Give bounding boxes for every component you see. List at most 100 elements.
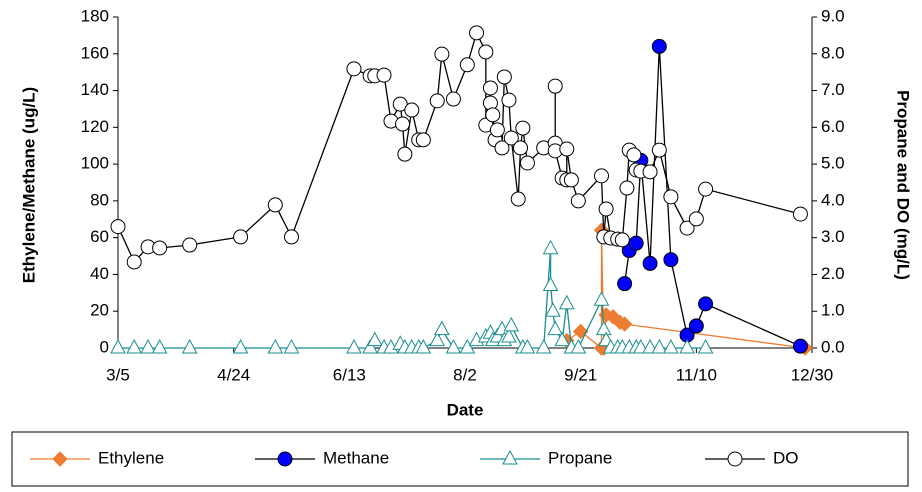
y-tick-label: 40 (90, 264, 109, 283)
data-point (469, 25, 485, 41)
data-point (593, 291, 610, 306)
data-point (494, 140, 510, 156)
y2-tick-label: 1.0 (821, 301, 845, 320)
data-point (459, 338, 476, 354)
data-point (698, 296, 714, 312)
data-point (346, 338, 362, 354)
y-tick-label: 180 (81, 6, 109, 25)
data-point (459, 57, 475, 73)
legend-label: Methane (323, 448, 389, 467)
data-point (501, 92, 517, 108)
y-tick-label: 120 (81, 117, 109, 136)
legend-label: DO (773, 448, 799, 467)
data-point (559, 141, 575, 157)
data-point (554, 331, 570, 347)
data-point (232, 338, 249, 354)
data-point (542, 239, 559, 255)
data-point (152, 240, 168, 256)
data-point (698, 181, 714, 197)
data-point (663, 338, 679, 354)
x-tick-label: 9/21 (564, 365, 597, 384)
y2-axis-title: Propane and DO (mg/L) (894, 90, 913, 280)
data-point (651, 338, 668, 354)
data-point (542, 276, 559, 291)
y-tick-label: 160 (81, 43, 109, 62)
data-point (126, 254, 142, 270)
x-axis-title: Date (447, 400, 484, 419)
data-point (628, 235, 644, 251)
y-tick-label: 0 (100, 337, 109, 356)
data-point (572, 323, 589, 340)
legend-label: Ethylene (98, 448, 164, 467)
data-point (415, 132, 431, 148)
data-point (395, 116, 411, 132)
data-point (642, 255, 658, 271)
data-point (688, 211, 704, 227)
x-tick-label: 6/13 (333, 365, 366, 384)
data-point (501, 327, 517, 343)
data-point (267, 338, 284, 354)
data-point (126, 338, 143, 354)
legend-box (11, 431, 909, 487)
data-point (445, 338, 462, 354)
x-tick-label: 11/10 (676, 365, 717, 384)
legend-marker (277, 451, 293, 467)
data-point (663, 252, 679, 268)
data-point (545, 302, 561, 317)
y-tick-label: 80 (90, 190, 109, 209)
data-point (283, 338, 300, 354)
y-axis-title: Ethylene/Methane (ug/L) (19, 87, 38, 283)
data-point (503, 316, 520, 332)
x-tick-label: 8/2 (453, 365, 477, 384)
y2-tick-label: 4.0 (821, 190, 845, 209)
data-point (434, 46, 450, 62)
data-point (482, 80, 498, 96)
x-tick-label: 4/24 (217, 365, 250, 384)
y2-tick-label: 3.0 (821, 227, 845, 246)
data-point (616, 316, 633, 332)
data-point (429, 93, 445, 109)
data-point (558, 294, 575, 310)
data-point (110, 338, 126, 354)
data-point (519, 338, 536, 354)
data-point (415, 338, 432, 354)
data-point (642, 164, 658, 180)
data-point (593, 168, 609, 184)
data-point (284, 229, 299, 245)
x-tick-label: 12/30 (791, 365, 834, 384)
data-point (626, 147, 642, 163)
data-point (679, 338, 695, 354)
y2-tick-label: 8.0 (821, 43, 845, 62)
y2-tick-label: 2.0 (821, 264, 845, 283)
y2-tick-label: 6.0 (821, 117, 845, 136)
data-point (663, 189, 679, 205)
data-point (404, 102, 420, 118)
legend-marker (52, 451, 68, 467)
data-point (434, 320, 450, 336)
data-point (570, 193, 586, 209)
x-tick-label: 3/5 (106, 365, 130, 384)
data-point (614, 232, 630, 248)
data-point (397, 146, 413, 162)
data-point (617, 276, 633, 292)
data-point (792, 338, 808, 354)
legend-marker (502, 449, 518, 465)
data-point (651, 38, 667, 54)
data-point (140, 338, 156, 354)
data-point (496, 69, 512, 85)
data-point (535, 338, 552, 354)
data-point (563, 172, 579, 188)
y2-tick-label: 0.0 (821, 337, 845, 356)
data-point (697, 338, 714, 354)
data-point (445, 91, 461, 107)
data-point (688, 318, 704, 334)
data-point (478, 44, 494, 60)
data-point (110, 219, 126, 235)
y-tick-label: 140 (81, 80, 109, 99)
y-tick-label: 60 (90, 227, 109, 246)
y2-tick-label: 5.0 (821, 154, 845, 173)
data-point (519, 155, 535, 171)
data-point (515, 120, 531, 136)
y-tick-label: 20 (90, 301, 109, 320)
